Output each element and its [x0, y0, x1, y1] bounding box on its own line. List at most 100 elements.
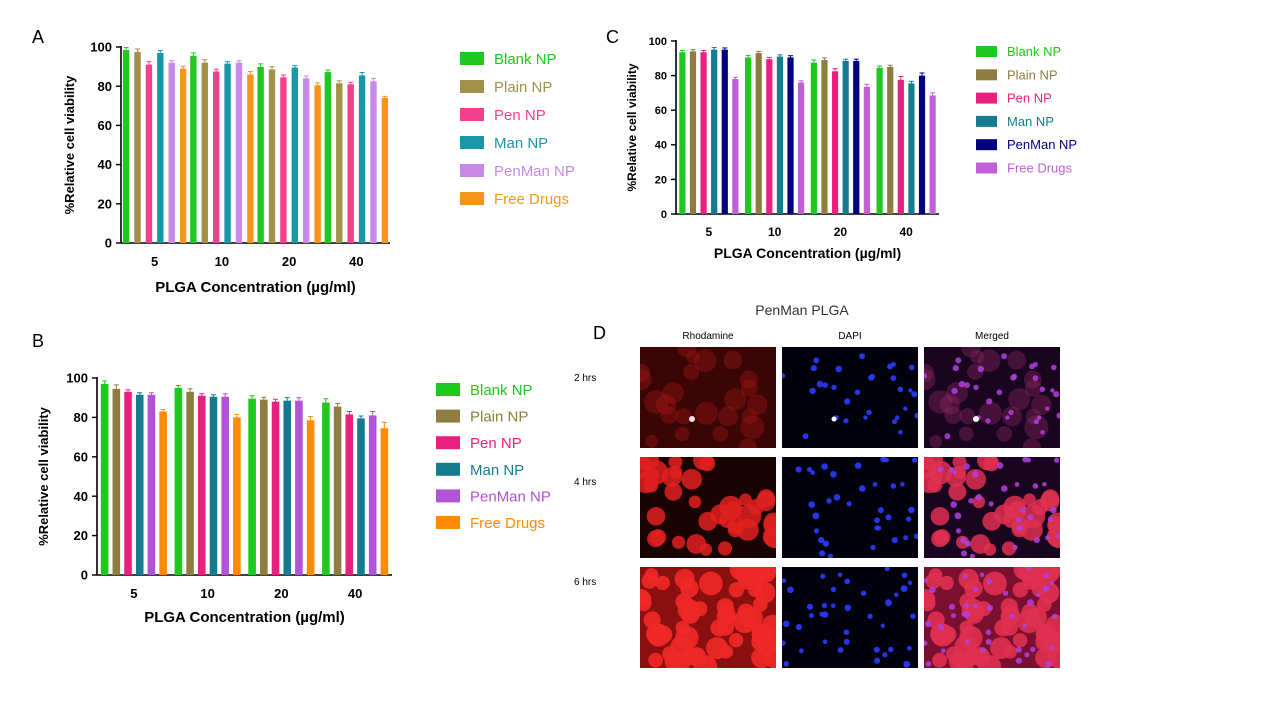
- bar: [260, 399, 268, 575]
- bar: [303, 78, 310, 243]
- x-axis-label: PLGA Concentration (µg/ml): [714, 245, 901, 261]
- legend-label: Man NP: [470, 462, 524, 479]
- legend-swatch: [460, 80, 484, 93]
- microscopy-title: PenMan PLGA: [755, 302, 849, 318]
- legend-label: Plain NP: [494, 79, 552, 96]
- bar: [322, 402, 330, 575]
- x-axis-label: PLGA Concentration (µg/ml): [144, 609, 345, 626]
- bar: [224, 63, 231, 243]
- bar: [918, 75, 926, 214]
- legend-swatch: [436, 462, 460, 476]
- bar: [112, 388, 121, 575]
- bar: [689, 51, 697, 214]
- bar: [863, 86, 870, 214]
- legend-label: Free Drugs: [494, 191, 569, 208]
- bar: [357, 418, 365, 575]
- micrograph-rhodamine-4hrs: [640, 457, 776, 558]
- x-tick-label: 40: [349, 254, 363, 269]
- y-tick-label: 40: [98, 157, 112, 172]
- panel-letter-b: B: [32, 331, 44, 351]
- legend-swatch: [976, 46, 997, 57]
- x-tick-label: 10: [215, 254, 229, 269]
- legend-label: Plain NP: [1007, 67, 1058, 82]
- bar: [908, 83, 915, 214]
- legend-label: Pen NP: [470, 435, 522, 452]
- x-tick-label: 5: [130, 586, 137, 601]
- bar: [853, 60, 860, 214]
- legend-swatch: [976, 162, 997, 174]
- legend-swatch: [436, 383, 460, 396]
- bar: [186, 391, 194, 575]
- legend-swatch: [460, 108, 484, 121]
- legend-swatch: [976, 115, 997, 127]
- legend-swatch: [976, 69, 997, 81]
- y-tick-label: 60: [98, 118, 112, 133]
- bar: [248, 398, 256, 575]
- bar: [929, 95, 936, 214]
- bar: [100, 383, 109, 575]
- bar: [776, 56, 784, 214]
- bar: [766, 59, 773, 214]
- bar: [122, 49, 130, 243]
- bar: [679, 52, 686, 215]
- legend-label: Pen NP: [494, 107, 546, 124]
- column-label-rhodamine: Rhodamine: [682, 331, 734, 342]
- bar: [159, 411, 167, 575]
- panel-letter-d: D: [593, 323, 606, 343]
- x-tick-label: 20: [274, 586, 288, 601]
- bar: [345, 414, 354, 575]
- legend-label: Plain NP: [470, 409, 528, 426]
- bar: [147, 394, 156, 575]
- legend: Blank NP Plain NP Pen NP Man NP PenMan NP Fre…: [460, 51, 575, 208]
- bar: [168, 62, 175, 244]
- legend-swatch: [460, 136, 484, 149]
- row-label-4hrs: 4 hrs: [574, 477, 597, 488]
- bar: [810, 62, 817, 214]
- legend-swatch: [436, 489, 460, 503]
- bar: [821, 60, 828, 214]
- legend-swatch: [460, 192, 484, 205]
- bar: [257, 66, 264, 243]
- micrograph-merged-6hrs: [924, 567, 1060, 668]
- micrograph-merged-4hrs: [924, 457, 1060, 558]
- bar: [134, 51, 141, 244]
- bar: [721, 49, 728, 215]
- y-tick-label: 40: [655, 140, 667, 152]
- bar: [212, 71, 220, 243]
- bar: [787, 57, 794, 215]
- micrograph-rhodamine-6hrs: [640, 567, 776, 668]
- legend-swatch: [976, 92, 997, 104]
- legend-label: Blank NP: [1007, 44, 1061, 59]
- x-tick-label: 5: [706, 225, 713, 239]
- x-tick-label: 20: [282, 254, 296, 269]
- bar: [295, 400, 303, 575]
- legend: Blank NP Plain NP Pen NP Man NP PenMan NP Fre…: [436, 382, 551, 532]
- micrograph-rhodamine-2hrs: [640, 347, 776, 448]
- x-tick-label: 20: [834, 225, 848, 239]
- y-tick-label: 60: [74, 449, 88, 464]
- bar: [235, 62, 243, 244]
- bar: [745, 57, 752, 215]
- bar: [124, 391, 132, 575]
- y-tick-label: 80: [74, 410, 88, 425]
- legend-swatch: [460, 52, 484, 65]
- micrograph-merged-2hrs: [924, 347, 1060, 448]
- y-tick-label: 80: [98, 79, 112, 94]
- x-axis-label: PLGA Concentration (µg/ml): [155, 279, 356, 296]
- bar: [190, 55, 197, 243]
- x-tick-label: 10: [200, 586, 214, 601]
- y-tick-label: 100: [649, 36, 667, 48]
- bar: [368, 415, 377, 575]
- micrograph-dapi-2hrs: [782, 347, 918, 448]
- y-tick-label: 0: [81, 568, 88, 583]
- bar: [157, 52, 164, 243]
- bar: [876, 67, 883, 214]
- bar: [732, 79, 739, 214]
- y-tick-label: 60: [655, 105, 667, 117]
- bar: [333, 406, 342, 575]
- bar: [280, 77, 287, 243]
- chart-panel-c: C 0 20 40 60 80 100 5 10 20 40 PLGA Concentration (…: [606, 27, 1077, 261]
- panel-letter-c: C: [606, 27, 619, 47]
